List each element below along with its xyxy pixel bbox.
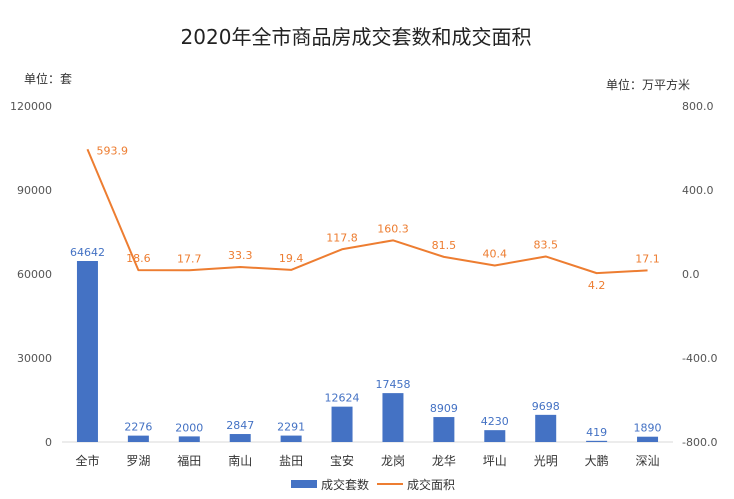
left-tick-label: 90000	[17, 184, 52, 197]
right-tick-label: 800.0	[682, 100, 714, 113]
legend-bar-swatch	[291, 480, 317, 488]
line-data-label: 40.4	[483, 248, 508, 261]
line-data-label: 4.2	[588, 279, 606, 292]
bar-data-label: 12624	[325, 392, 360, 405]
line-data-label: 19.4	[279, 252, 304, 265]
bar	[433, 417, 455, 442]
bar	[331, 406, 353, 442]
left-axis-unit: 单位：套	[24, 71, 72, 86]
line-data-label: 160.3	[377, 222, 409, 235]
line-data-label: 593.9	[96, 144, 128, 157]
category-label: 罗湖	[126, 453, 150, 468]
bar-data-label: 4230	[481, 415, 509, 428]
line-data-label: 83.5	[533, 238, 558, 251]
bar	[535, 414, 557, 442]
category-label: 深汕	[636, 454, 660, 468]
line-data-label: 17.7	[177, 252, 202, 265]
right-tick-label: -400.0	[682, 352, 717, 365]
category-label: 龙岗	[381, 454, 405, 468]
category-label: 全市	[75, 453, 99, 468]
bar	[484, 430, 506, 442]
left-axis: 0 30000 60000 90000 120000	[10, 100, 52, 449]
x-axis: 全市 罗湖 福田 南山 盐田 宝安 龙岗 龙华 坪山 光明 大鹏 深汕	[75, 453, 659, 468]
left-tick-label: 0	[45, 436, 52, 449]
bar	[382, 393, 404, 442]
bar-data-label: 9698	[532, 400, 560, 413]
line-series	[86, 148, 648, 275]
legend-line-label: 成交面积	[407, 477, 455, 492]
right-tick-label: 400.0	[682, 184, 714, 197]
bar	[127, 435, 149, 442]
bar	[76, 261, 98, 442]
legend: 成交套数 成交面积	[291, 477, 455, 492]
bar-data-label: 2000	[175, 421, 203, 434]
left-tick-label: 120000	[10, 100, 52, 113]
bar-data-labels: 64642 2276 2000 2847 2291 12624 17458 8909 4230 9…	[70, 246, 662, 439]
chart-title: 2020年全市商品房成交套数和成交面积	[181, 25, 532, 49]
line-data-labels: 593.9 18.6 17.7 33.3 19.4 117.8 160.3 81.5 40.4 8…	[96, 144, 659, 292]
left-tick-label: 60000	[17, 268, 52, 281]
category-label: 盐田	[279, 454, 303, 468]
right-tick-label: 0.0	[682, 268, 700, 281]
bar-data-label: 2276	[124, 421, 152, 434]
category-label: 坪山	[483, 454, 507, 468]
line-data-label: 18.6	[126, 252, 151, 265]
area-line	[86, 148, 648, 275]
bar-data-label: 8909	[430, 402, 458, 415]
line-data-label: 33.3	[228, 249, 253, 262]
bar	[586, 440, 608, 442]
bar	[229, 434, 251, 442]
right-axis-unit: 单位：万平方米	[606, 77, 690, 92]
line-data-label: 81.5	[432, 239, 457, 252]
category-label: 大鹏	[585, 454, 609, 468]
bar	[637, 436, 659, 442]
category-label: 福田	[177, 453, 201, 468]
legend-bar-label: 成交套数	[321, 477, 369, 492]
category-label: 南山	[228, 453, 252, 468]
bar	[178, 436, 200, 442]
bar-data-label: 17458	[375, 378, 410, 391]
bar-data-label: 419	[586, 426, 607, 439]
bar-data-label: 2847	[226, 419, 254, 432]
line-data-label: 117.8	[326, 231, 358, 244]
bar-data-label: 2291	[277, 421, 305, 434]
category-label: 龙华	[432, 454, 456, 468]
right-tick-label: -800.0	[682, 436, 717, 449]
left-tick-label: 30000	[17, 352, 52, 365]
category-label: 光明	[534, 454, 558, 468]
category-label: 宝安	[330, 453, 354, 468]
line-data-label: 17.1	[635, 252, 660, 265]
bar-data-label: 64642	[70, 246, 105, 259]
bar	[280, 435, 302, 442]
right-axis: -800.0 -400.0 0.0 400.0 800.0	[682, 100, 717, 449]
bar-series	[76, 261, 659, 442]
bar-data-label: 1890	[634, 422, 662, 435]
